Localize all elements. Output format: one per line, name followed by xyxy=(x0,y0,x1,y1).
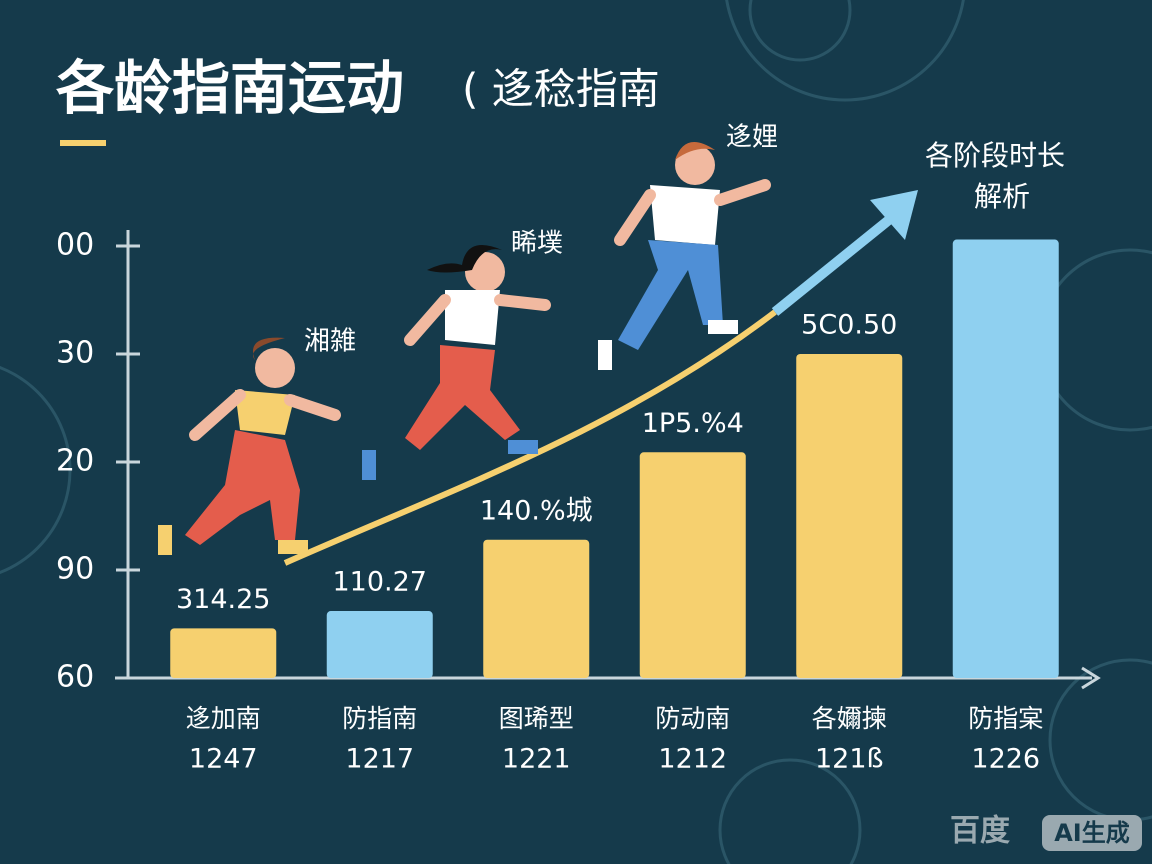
x-tick-label: 防指宲 xyxy=(968,704,1043,733)
runner-1 xyxy=(158,337,341,555)
chart-subtitle: ( 迻稔指南 xyxy=(462,65,660,114)
watermark: 百度 xyxy=(950,814,1010,849)
bar-label: 314.25 xyxy=(176,584,270,615)
runner-2 xyxy=(362,245,551,480)
bar xyxy=(326,611,433,678)
runner-label: 迻娌 xyxy=(726,123,778,153)
x-tick-code: 1217 xyxy=(345,744,414,775)
x-tick-code: 121ß xyxy=(815,744,884,775)
x-tick-label: 防指南 xyxy=(342,704,417,733)
trend-curve xyxy=(283,309,777,566)
trend-arrow-head xyxy=(870,190,918,240)
runner-label: 湘雑 xyxy=(304,327,356,357)
bar-label: 5C0.50 xyxy=(801,310,897,341)
runner-label: 睎墣 xyxy=(511,229,563,259)
x-tick-code: 1221 xyxy=(502,744,571,775)
x-axis-arrow xyxy=(1081,666,1101,690)
y-tick-label: 00 xyxy=(56,228,94,263)
y-tick-label: 60 xyxy=(56,660,94,695)
x-tick-label: 迻加南 xyxy=(186,704,261,733)
watermark-badge xyxy=(1042,815,1142,851)
bar xyxy=(952,239,1059,678)
watermark: AI生成 xyxy=(1054,819,1130,847)
x-tick-code: 1226 xyxy=(971,744,1040,775)
y-tick-label: 20 xyxy=(56,444,94,479)
bar xyxy=(639,452,746,678)
bar-label: 1P5.%4 xyxy=(642,408,744,439)
bar-label: 140.%城 xyxy=(480,495,593,526)
arrow-label: 各阶段时长 xyxy=(925,139,1065,172)
bar xyxy=(483,539,590,678)
trend-arrow xyxy=(771,211,899,316)
x-tick-code: 1247 xyxy=(189,744,258,775)
y-tick-label: 30 xyxy=(56,336,94,371)
bar xyxy=(796,354,903,678)
arrow-label: 解析 xyxy=(974,180,1030,213)
x-tick-label: 防动南 xyxy=(655,704,730,733)
title-underline xyxy=(60,140,106,146)
chart-title: 各龄指南运动 xyxy=(56,54,404,122)
bar xyxy=(170,628,277,678)
x-tick-label: 图琋型 xyxy=(499,704,574,733)
x-tick-code: 1212 xyxy=(658,744,727,775)
runner-3 xyxy=(598,142,771,370)
bar-label: 110.27 xyxy=(333,567,427,598)
x-tick-label: 各嬭揀 xyxy=(812,704,887,733)
y-tick-label: 90 xyxy=(56,552,94,587)
